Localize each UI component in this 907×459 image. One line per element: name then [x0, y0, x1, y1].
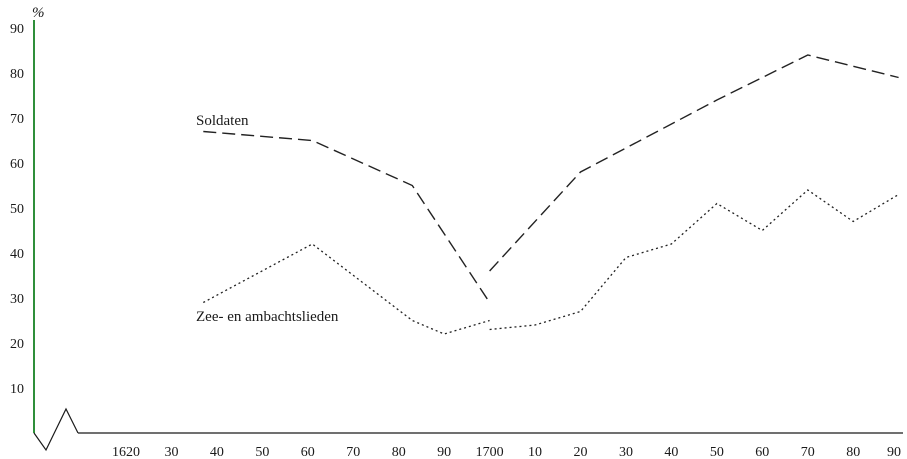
- x-axis-break-mark: [33, 407, 79, 452]
- series-line-soldaten-segment-1: [203, 130, 491, 303]
- y-tick-label: 40: [10, 247, 24, 262]
- x-tick-label: 80: [846, 445, 860, 459]
- x-tick-label: 40: [210, 445, 224, 459]
- y-axis-unit-label: %: [32, 5, 45, 21]
- x-tick-label: 30: [164, 445, 178, 459]
- x-tick-label: 90: [887, 445, 901, 459]
- y-tick-label: 10: [10, 382, 24, 397]
- series-line-soldaten-segment-2: [489, 54, 899, 272]
- y-tick-label: 50: [10, 202, 24, 217]
- x-tick-label: 10: [528, 445, 542, 459]
- x-tick-label: 50: [255, 445, 269, 459]
- x-tick-label: 80: [392, 445, 406, 459]
- x-tick-label: 90: [437, 445, 451, 459]
- y-tick-label: 20: [10, 337, 24, 352]
- x-tick-label: 1700: [476, 445, 504, 459]
- x-tick-label: 40: [664, 445, 678, 459]
- y-tick-label: 90: [10, 22, 24, 37]
- y-tick-label: 70: [10, 112, 24, 127]
- y-tick-label: 80: [10, 67, 24, 82]
- y-axis-ticks: 10 20 30 40 50 60 70 80 90: [10, 22, 24, 397]
- x-tick-label: 20: [574, 445, 588, 459]
- x-tick-label: 1620: [112, 445, 140, 459]
- x-tick-label: 50: [710, 445, 724, 459]
- x-tick-label: 60: [755, 445, 769, 459]
- x-tick-label: 70: [346, 445, 360, 459]
- series-line-zee-en-ambachtslieden-segment-2: [489, 189, 899, 331]
- series-lines: [202, 54, 899, 335]
- y-tick-label: 60: [10, 157, 24, 172]
- x-axis-ticks: 1620 30 40 50 60 70 80 90 1700 10 20 30 40 50 60 70 80 90: [112, 445, 901, 459]
- series-label-zee-en-ambachtslieden: Zee- en ambachtslieden: [196, 309, 339, 325]
- x-tick-label: 30: [619, 445, 633, 459]
- y-tick-label: 30: [10, 292, 24, 307]
- x-tick-label: 70: [801, 445, 815, 459]
- x-tick-label: 60: [301, 445, 315, 459]
- series-label-soldaten: Soldaten: [196, 113, 249, 129]
